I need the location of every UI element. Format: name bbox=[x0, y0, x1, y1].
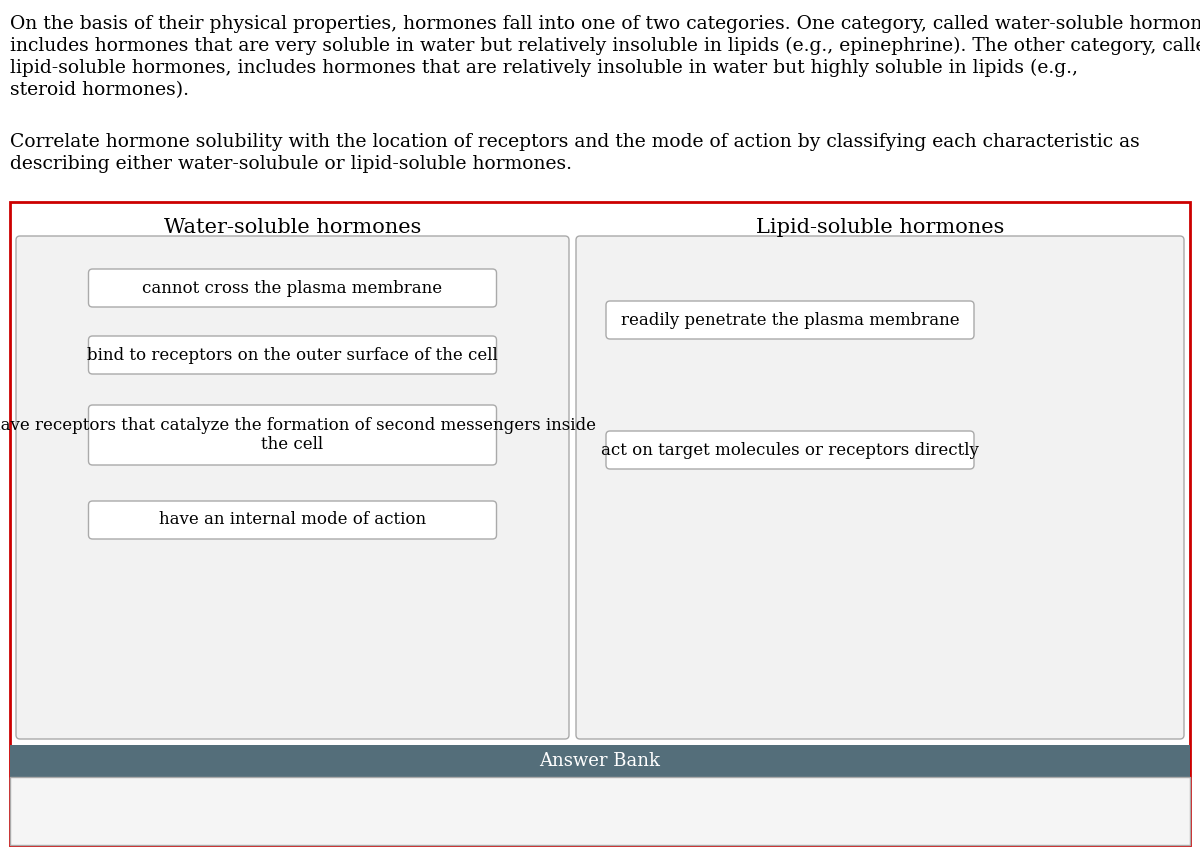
Text: includes hormones that are very soluble in water but relatively insoluble in lip: includes hormones that are very soluble … bbox=[10, 37, 1200, 55]
Text: cannot cross the plasma membrane: cannot cross the plasma membrane bbox=[143, 279, 443, 296]
Text: lipid-soluble hormones, includes hormones that are relatively insoluble in water: lipid-soluble hormones, includes hormone… bbox=[10, 59, 1078, 77]
Text: readily penetrate the plasma membrane: readily penetrate the plasma membrane bbox=[620, 312, 959, 329]
Text: Lipid-soluble hormones: Lipid-soluble hormones bbox=[756, 217, 1004, 237]
FancyBboxPatch shape bbox=[606, 431, 974, 469]
FancyBboxPatch shape bbox=[606, 301, 974, 339]
Text: bind to receptors on the outer surface of the cell: bind to receptors on the outer surface o… bbox=[88, 346, 498, 363]
FancyBboxPatch shape bbox=[10, 777, 1190, 845]
Text: act on target molecules or receptors directly: act on target molecules or receptors dir… bbox=[601, 441, 979, 458]
FancyBboxPatch shape bbox=[89, 336, 497, 374]
Text: have an internal mode of action: have an internal mode of action bbox=[158, 511, 426, 528]
Text: Answer Bank: Answer Bank bbox=[540, 752, 660, 770]
FancyBboxPatch shape bbox=[576, 236, 1184, 739]
FancyBboxPatch shape bbox=[10, 202, 1190, 845]
Text: steroid hormones).: steroid hormones). bbox=[10, 81, 190, 99]
Text: Correlate hormone solubility with the location of receptors and the mode of acti: Correlate hormone solubility with the lo… bbox=[10, 133, 1140, 151]
Text: Water-soluble hormones: Water-soluble hormones bbox=[164, 217, 421, 237]
Text: On the basis of their physical properties, hormones fall into one of two categor: On the basis of their physical propertie… bbox=[10, 15, 1200, 33]
FancyBboxPatch shape bbox=[89, 501, 497, 539]
FancyBboxPatch shape bbox=[89, 269, 497, 307]
FancyBboxPatch shape bbox=[16, 236, 569, 739]
FancyBboxPatch shape bbox=[10, 745, 1190, 777]
Text: describing either water-solubule or lipid-soluble hormones.: describing either water-solubule or lipi… bbox=[10, 155, 572, 173]
FancyBboxPatch shape bbox=[89, 405, 497, 465]
Text: have receptors that catalyze the formation of second messengers inside
the cell: have receptors that catalyze the formati… bbox=[0, 417, 595, 453]
